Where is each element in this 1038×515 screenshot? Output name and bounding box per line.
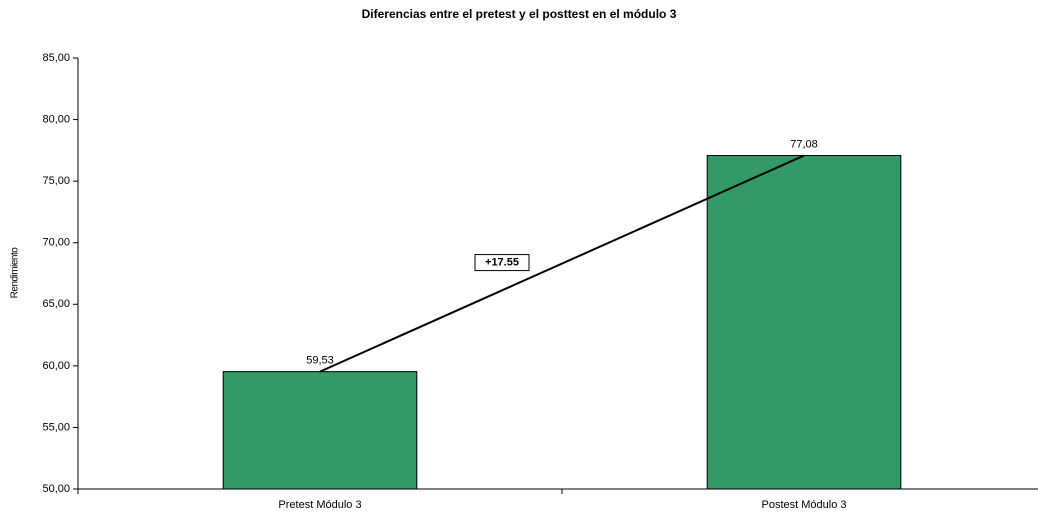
chart-title: Diferencias entre el pretest y el postte… (362, 7, 677, 21)
y-tick-label: 55,00 (42, 421, 70, 433)
y-tick-label: 80,00 (42, 113, 70, 125)
annotation: +17.55 (485, 256, 519, 268)
y-tick-label: 65,00 (42, 298, 70, 310)
bar (706, 155, 902, 490)
x-tick-label: Postest Módulo 3 (762, 499, 847, 511)
data-label: 77,08 (790, 138, 818, 150)
x-tick-label: Pretest Módulo 3 (278, 499, 361, 511)
difference-line (319, 154, 805, 373)
annotation-box (474, 254, 530, 272)
y-axis-label: Rendimiento (10, 247, 21, 299)
y-tick-label: 75,00 (42, 175, 70, 187)
y-tick-label: 70,00 (42, 237, 70, 249)
y-tick-label: 50,00 (42, 483, 70, 495)
y-tick-label: 85,00 (42, 52, 70, 64)
data-label: 59,53 (306, 355, 334, 367)
y-tick-label: 60,00 (42, 360, 70, 372)
bar (222, 371, 418, 490)
